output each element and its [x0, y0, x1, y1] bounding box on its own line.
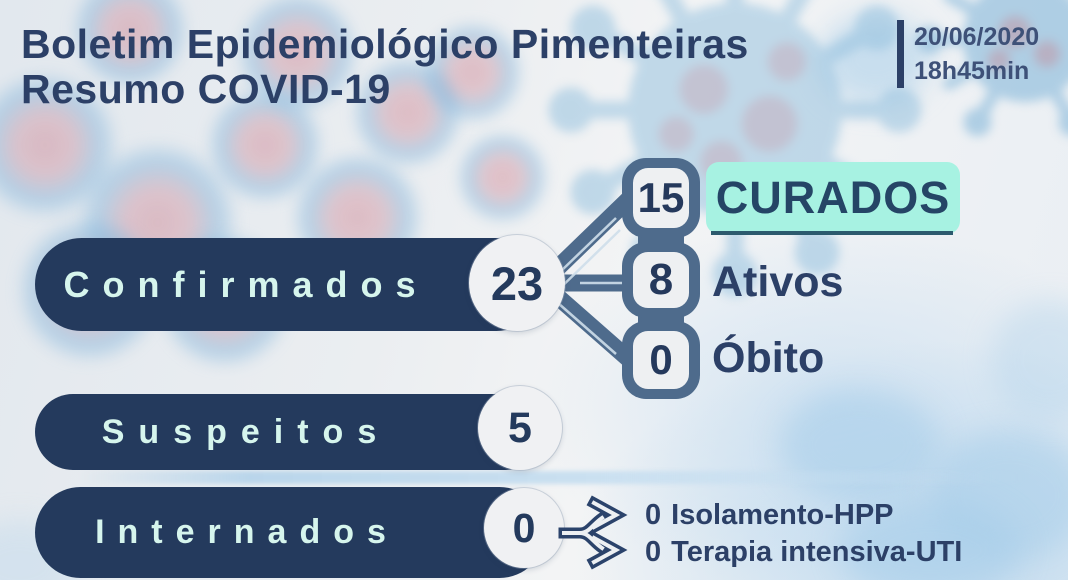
bulletin-date: 20/06/2020 — [914, 23, 1040, 51]
internados-label: Internados — [95, 513, 399, 551]
uti-line: 0 Terapia intensiva-UTI — [645, 536, 962, 569]
curados-underline — [711, 231, 953, 235]
internados-count: 0 — [512, 504, 536, 551]
curados-highlight: CURADOS — [706, 162, 960, 234]
obito-node: 0 — [622, 321, 700, 399]
uti-count: 0 — [645, 536, 662, 568]
fork-arrows-icon — [558, 495, 628, 570]
ativos-count: 8 — [633, 252, 689, 308]
title-line-1: Boletim Epidemiológico Pimenteiras — [21, 21, 749, 67]
confirmados-label: Confirmados — [63, 263, 429, 305]
isolamento-line: 0 Isolamento-HPP — [645, 499, 894, 532]
page-title: Boletim Epidemiológico Pimenteiras Resum… — [21, 21, 749, 113]
suspeitos-count: 5 — [508, 403, 532, 452]
suspeitos-label: Suspeitos — [101, 412, 391, 451]
confirmados-count-circle: 23 — [469, 235, 565, 331]
obito-count: 0 — [633, 331, 689, 389]
background-streak — [78, 471, 1028, 484]
curados-label: CURADOS — [715, 172, 951, 223]
curados-node: 15 — [622, 158, 700, 238]
uti-label: Terapia intensiva-UTI — [671, 536, 963, 568]
curados-count: 15 — [633, 168, 689, 228]
date-time-block: 20/06/2020 18h45min — [897, 20, 1039, 88]
internados-count-circle: 0 — [484, 488, 564, 568]
internados-pill: Internados — [35, 487, 545, 578]
ativos-node: 8 — [622, 242, 700, 318]
isolamento-label: Isolamento-HPP — [671, 499, 894, 531]
ativos-label: Ativos — [712, 258, 844, 306]
bulletin-time: 18h45min — [914, 57, 1030, 85]
date-accent-bar — [897, 20, 904, 88]
suspeitos-pill: Suspeitos — [35, 394, 543, 470]
isolamento-count: 0 — [645, 499, 662, 531]
obito-label: Óbito — [712, 334, 825, 382]
title-line-2: Resumo COVID-19 — [21, 66, 391, 113]
confirmados-pill: Confirmados — [35, 238, 543, 331]
confirmados-count: 23 — [490, 256, 544, 310]
suspeitos-count-circle: 5 — [478, 386, 562, 470]
